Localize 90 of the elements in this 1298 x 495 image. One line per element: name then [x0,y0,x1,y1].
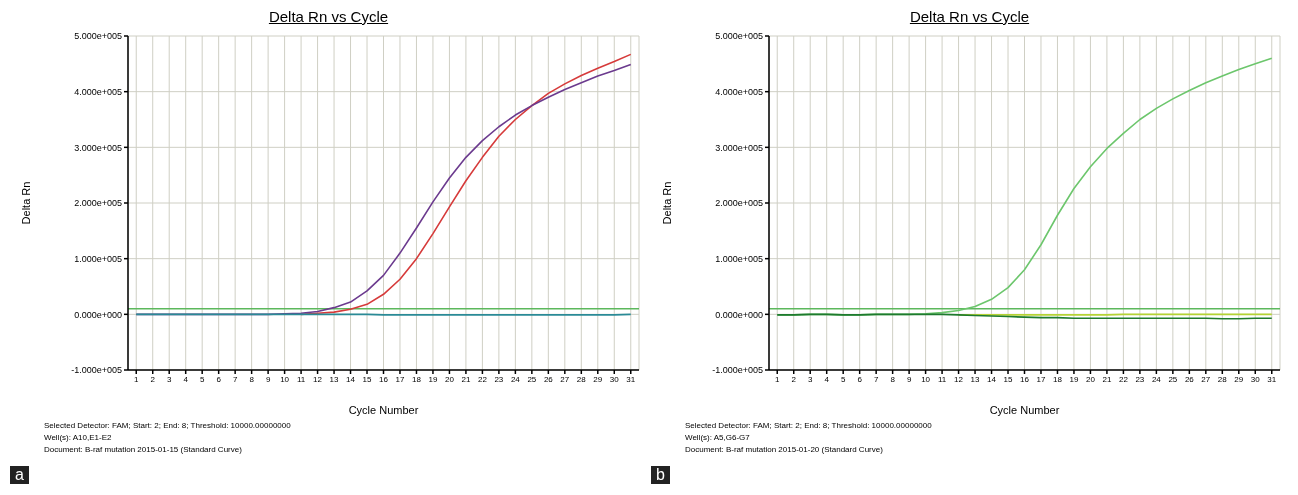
chart-title: Delta Rn vs Cycle [267,8,390,27]
x-tick-label: 29 [1234,374,1244,384]
y-tick-label: 1.000e+005 [74,253,122,264]
x-tick-label: 14 [346,374,356,384]
text: Document: B-raf mutation 2015-01-15 (Standard Curve) [44,444,243,456]
text: Selected Detector: FAM; Start: 2; End: 8; Threshold: 10000.00000000 [685,420,933,432]
x-tick-label: 20 [444,374,455,384]
x-tick-label: 8 [249,374,255,384]
x-tick-label: 13 [970,374,981,384]
x-tick-label: 20 [1085,374,1096,384]
x-tick-label: 4 [183,374,189,384]
x-tick-label: 1 [775,374,781,384]
x-tick-label: 21 [461,374,471,384]
x-tick-label: 19 [428,374,438,384]
x-tick-label: 28 [1217,374,1228,384]
y-tick-label: 4.000e+005 [74,86,122,97]
x-tick-label: 22 [477,374,488,384]
x-tick-label: 6 [216,374,222,384]
y-tick-label: 0.000e+000 [74,309,122,320]
x-tick-label: 18 [1053,374,1063,384]
x-tick-label: 12 [313,374,323,384]
y-tick-label: 1.000e+005 [715,253,763,264]
x-tick-label: 7 [232,374,238,384]
text: Well(s): A5,G6-G7 [685,432,751,444]
x-tick-label: 16 [1020,374,1030,384]
chart-title: Delta Rn vs Cycle [908,8,1031,27]
x-tick-label: 18 [412,374,422,384]
x-tick-label: 5 [840,374,846,384]
x-tick-label: 4 [824,374,830,384]
y-tick-label: -1.000e+005 [712,365,763,376]
x-tick-label: 16 [379,374,389,384]
y-tick-label: 5.000e+005 [74,31,122,42]
y-tick-label: 3.000e+005 [715,142,763,153]
text: a [10,466,29,484]
x-tick-label: 12 [954,374,964,384]
y-tick-label: 0.000e+000 [715,309,763,320]
x-tick-label: 27 [1201,374,1211,384]
y-tick-label: 3.000e+005 [74,142,122,153]
x-tick-label: 23 [494,374,504,384]
y-tick-label: 2.000e+005 [715,198,763,209]
x-tick-label: 29 [593,374,603,384]
x-tick-label: 10 [921,374,931,384]
x-tick-label: 28 [576,374,587,384]
x-tick-label: 30 [1250,374,1261,384]
x-tick-label: 15 [362,374,373,384]
x-tick-label: 9 [906,374,912,384]
y-tick-label: 5.000e+005 [715,31,763,42]
text: b [651,466,670,484]
x-tick-label: 3 [166,374,172,384]
x-tick-label: 24 [510,374,521,384]
x-tick-label: 9 [265,374,271,384]
x-tick-label: 1 [134,374,140,384]
x-tick-label: 13 [329,374,340,384]
x-tick-label: 11 [937,374,947,384]
x-axis-title: Cycle Number [989,404,1060,416]
x-tick-label: 27 [560,374,570,384]
x-tick-label: 3 [807,374,813,384]
x-tick-label: 7 [873,374,879,384]
x-tick-label: 25 [527,374,537,384]
x-tick-label: 17 [1036,374,1046,384]
x-tick-label: 10 [280,374,290,384]
y-tick-label: -1.000e+005 [71,365,122,376]
x-tick-label: 26 [543,374,554,384]
x-tick-label: 26 [1184,374,1195,384]
x-tick-label: 19 [1069,374,1079,384]
x-tick-label: 31 [626,374,636,384]
x-tick-label: 24 [1151,374,1162,384]
x-axis-title: Cycle Number [348,404,419,416]
x-tick-label: 15 [1003,374,1014,384]
x-tick-label: 11 [296,374,306,384]
text: Document: B-raf mutation 2015-01-20 (Standard Curve) [685,444,884,456]
text: Selected Detector: FAM; Start: 2; End: 8; Threshold: 10000.00000000 [44,420,292,432]
text: Well(s): A10,E1-E2 [44,432,113,444]
x-tick-label: 30 [609,374,620,384]
x-tick-label: 8 [890,374,896,384]
x-tick-label: 6 [857,374,863,384]
y-tick-label: 2.000e+005 [74,198,122,209]
y-axis-title: Delta Rn [660,181,673,225]
x-tick-label: 2 [791,374,797,384]
x-tick-label: 25 [1168,374,1178,384]
x-tick-label: 23 [1135,374,1145,384]
x-tick-label: 22 [1118,374,1129,384]
x-tick-label: 5 [199,374,205,384]
x-tick-label: 17 [395,374,405,384]
x-tick-label: 21 [1102,374,1112,384]
x-tick-label: 31 [1267,374,1277,384]
x-tick-label: 2 [150,374,156,384]
x-tick-label: 14 [987,374,997,384]
y-tick-label: 4.000e+005 [715,86,763,97]
y-axis-title: Delta Rn [19,181,32,225]
